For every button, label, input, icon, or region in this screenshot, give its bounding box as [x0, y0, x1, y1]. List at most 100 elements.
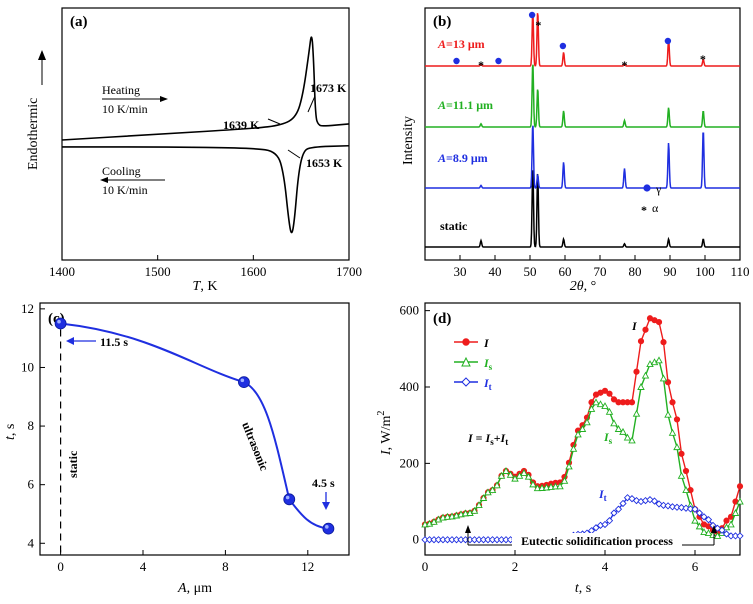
- series-marker: [673, 443, 681, 451]
- panel-a-x-tick-label: 1400: [49, 264, 75, 279]
- series-marker: [704, 529, 713, 536]
- series-marker: [488, 486, 497, 494]
- series-marker: [659, 501, 668, 510]
- series-marker: [677, 471, 686, 479]
- panel-b-x-label: 2θ, °: [570, 279, 597, 294]
- annot-1673k: 1673 K: [310, 81, 347, 95]
- panel-c-frame: [39, 302, 350, 556]
- series-marker: [637, 338, 645, 345]
- series-label-static: static: [440, 219, 468, 233]
- panel-d-y-tick-label: 200: [400, 455, 420, 470]
- series-marker: [704, 516, 713, 524]
- series-marker: [718, 526, 726, 534]
- panel-c-y-tick-label: 6: [28, 477, 35, 492]
- panel-d-series: [421, 315, 744, 544]
- panel-a-x-ticks: 1400 1500 1600 1700: [49, 255, 362, 279]
- gamma-phase-marker: [453, 57, 460, 65]
- series-marker: [614, 425, 623, 432]
- panel-a-x-tick-label: 1700: [336, 264, 362, 279]
- series-marker: [691, 516, 699, 524]
- legend-alpha-marker: *: [641, 203, 647, 217]
- heating-label: Heating: [102, 83, 140, 97]
- panel-b-series: [425, 13, 740, 248]
- panel-a-cooling-curve: [62, 144, 350, 234]
- curve-label-it: It: [598, 487, 607, 503]
- cooling-arrowhead: [100, 177, 108, 183]
- series-marker: [533, 484, 542, 492]
- series-label-a13: A=13 μm: [437, 37, 485, 51]
- series-marker: [614, 505, 623, 513]
- bracket-label-bg: [512, 533, 682, 548]
- heating-rate-label: 10 K/min: [102, 102, 148, 116]
- series-marker: [678, 450, 685, 457]
- bracket-right-arrowhead: [711, 525, 717, 533]
- series-marker: [628, 436, 636, 444]
- series-marker: [569, 444, 578, 452]
- series-marker: [673, 503, 681, 511]
- gamma-phase-marker: [528, 11, 536, 19]
- panel-d-x-label: t, s: [575, 581, 591, 596]
- legend-gamma-label: γ: [655, 182, 662, 196]
- series-marker: [668, 503, 677, 511]
- min-time-arrowhead: [322, 502, 330, 510]
- series-marker: [619, 427, 627, 435]
- series-label-a89: A=8.9 μm: [437, 151, 488, 165]
- series-marker: [664, 410, 672, 418]
- annot-1639k: 1639 K: [223, 118, 260, 132]
- legend-is-marker: [461, 356, 471, 367]
- series-marker: [668, 428, 677, 436]
- series-marker: [529, 480, 537, 488]
- series-marker: [578, 425, 587, 432]
- panel-d-legend: I Is It: [454, 336, 493, 392]
- series-marker: [736, 532, 744, 540]
- bracket-left-arrowhead: [465, 525, 471, 533]
- series-marker: [592, 524, 600, 532]
- panel-b-x-tick-label: 30: [454, 264, 467, 279]
- series-marker: [592, 398, 600, 406]
- equation-label: I = Is+It: [467, 431, 508, 447]
- panel-c-y-tick-label: 12: [21, 301, 34, 316]
- series-marker: [682, 467, 690, 475]
- series-marker: [727, 520, 735, 528]
- alpha-phase-marker: *: [700, 52, 706, 66]
- panel-b-phase-markers: * * * *: [453, 11, 706, 72]
- curve-label-is: Is: [603, 430, 613, 446]
- xrd-pattern-line: [425, 64, 740, 128]
- series-marker: [605, 516, 614, 525]
- series-marker: [736, 483, 744, 490]
- panel-b-x-tick-label: 110: [730, 264, 749, 279]
- panel-b-x-tick-label: 100: [695, 264, 715, 279]
- series-marker: [475, 501, 483, 509]
- static-label: static: [66, 450, 80, 478]
- panel-a-frame: [61, 7, 350, 261]
- series-marker: [655, 356, 663, 364]
- panel-a-label: (a): [70, 14, 88, 30]
- series-marker: [695, 509, 704, 517]
- series-marker: [583, 418, 591, 426]
- series-marker: [493, 481, 501, 489]
- series-marker: [610, 396, 618, 403]
- data-point-highlight: [57, 319, 61, 324]
- endothermic-arrowhead: [38, 50, 46, 60]
- panel-d-frame: [424, 302, 741, 556]
- data-point-highlight: [240, 378, 245, 383]
- annot-1653k: 1653 K: [306, 156, 343, 170]
- panel-c-fit-curve: [60, 322, 329, 530]
- series-marker: [628, 399, 636, 406]
- heating-arrowhead: [160, 96, 168, 102]
- series-marker: [470, 506, 479, 514]
- annot-1639k-arrow: [267, 118, 281, 125]
- series-marker: [520, 468, 528, 476]
- xrd-pattern-line: [425, 125, 740, 189]
- series-marker: [601, 520, 609, 529]
- legend-i-marker: [462, 338, 470, 346]
- series-marker: [605, 407, 614, 415]
- panel-a-y-label: Endothermic: [26, 98, 41, 170]
- alpha-phase-marker: *: [622, 58, 628, 72]
- min-time-label: 4.5 s: [312, 476, 335, 490]
- panel-d-x-tick-label: 0: [422, 559, 429, 574]
- annot-1653k-arrow: [287, 149, 301, 159]
- panel-b-x-tick-label: 40: [489, 264, 502, 279]
